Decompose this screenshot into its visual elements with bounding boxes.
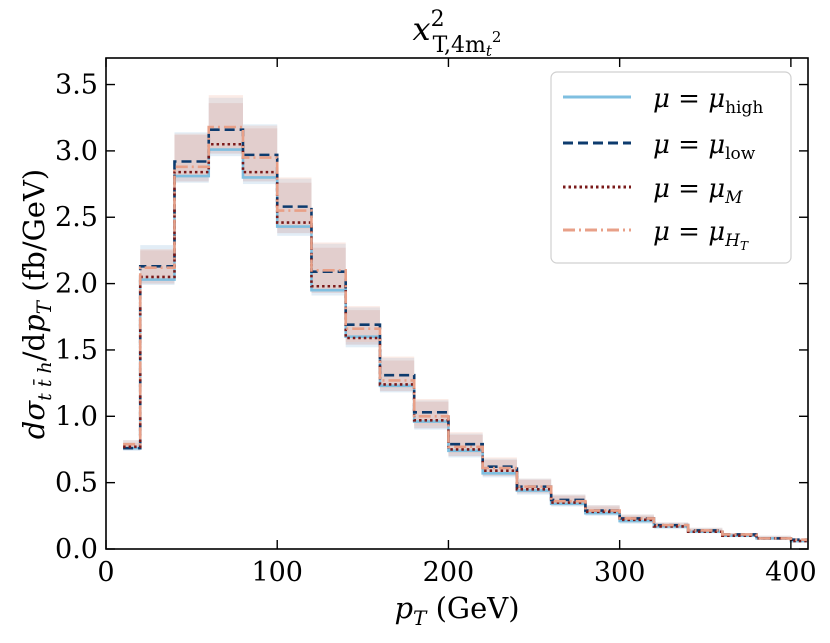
y-tick-label-6: 3.0	[55, 136, 98, 167]
legend-entry-low: μ = μlow	[653, 130, 756, 164]
legend: μ = μhigh μ = μlow μ = μM μ = μHT	[550, 71, 792, 264]
band-0-bin-9	[414, 400, 449, 430]
title-sub-sub: t	[486, 42, 493, 60]
legend-label-low: μ = μ	[653, 130, 725, 160]
band-0-bin-2	[174, 132, 209, 183]
y-tick-label-0: 0.0	[55, 534, 98, 565]
legend-label-ht: μ = μ	[653, 217, 725, 247]
legend-entry-ht: μ = μHT	[653, 217, 749, 253]
legend-entry-high: μ = μhigh	[653, 84, 763, 118]
legend-sub-ht: H	[724, 231, 741, 251]
plot-frame	[105, 57, 809, 550]
band-2-bin-4	[242, 125, 278, 179]
y-label-p: p	[17, 314, 51, 333]
band-1-bin-0	[123, 442, 141, 450]
x-label-unit: (GeV)	[426, 591, 519, 625]
band-1-bin-5	[277, 182, 312, 234]
band-1-bin-7	[345, 310, 380, 345]
title-sub-sup: 2	[492, 28, 502, 46]
y-tick-label-5: 2.5	[55, 202, 98, 233]
band-1-bin-3	[208, 103, 243, 154]
x-tick-label-3: 300	[594, 557, 646, 588]
band-2-bin-3	[208, 95, 243, 151]
title-sub: T,4m	[433, 33, 486, 58]
band-0-bin-0	[123, 440, 141, 451]
band-2-bin-2	[174, 133, 209, 178]
band-2-bin-1	[140, 249, 175, 281]
title-sup: 2	[431, 7, 445, 32]
legend-sub-m: M	[724, 188, 743, 208]
x-label-var: p	[394, 591, 413, 625]
legend-subsub-ht: T	[740, 239, 749, 253]
series-line-3	[123, 125, 808, 542]
y-tick-label-7: 3.5	[55, 70, 98, 101]
band-0-bin-7	[345, 307, 380, 348]
band-2-bin-5	[277, 177, 312, 230]
legend-swatches	[563, 95, 631, 232]
legend-entry-m: μ = μM	[653, 174, 743, 208]
legend-label-high: μ = μ	[653, 84, 725, 114]
band-2-bin-6	[311, 242, 346, 291]
band-1-bin-2	[174, 134, 209, 182]
chart-title: x2 T,4mt2	[413, 7, 502, 60]
band-2-bin-10	[448, 432, 483, 454]
band-0-bin-1	[140, 245, 175, 285]
y-label-slash: /d	[17, 333, 51, 361]
series-lines	[123, 125, 808, 543]
legend-box	[550, 71, 792, 264]
y-tick-label-1: 0.5	[55, 468, 98, 499]
x-axis-label: pT (GeV)	[394, 591, 519, 630]
y-label-d-sub: t t̄ h	[32, 361, 56, 401]
y-label-p-sub: T	[32, 299, 56, 314]
y-tick-label-2: 1.0	[55, 401, 98, 432]
x-label-sub: T	[413, 606, 428, 630]
legend-label-m: μ = μ	[653, 174, 725, 204]
band-1-bin-9	[414, 401, 449, 429]
axis-ticks: 0 100 200 300 400 0.0 0.5 1.0 1.5 2.0 2.5 3.0 3.5	[55, 58, 817, 588]
y-tick-label-4: 2.0	[55, 269, 98, 300]
y-label-d: dσ	[17, 400, 51, 440]
series-line-2	[123, 142, 808, 543]
band-2-bin-8	[379, 356, 415, 389]
x-tick-label-2: 200	[423, 557, 475, 588]
y-label-unit: (fb/GeV)	[17, 169, 51, 301]
x-tick-label-1: 100	[251, 557, 303, 588]
x-tick-label-4: 400	[765, 557, 817, 588]
series-line-1	[123, 128, 808, 542]
y-axis-label: dσt t̄ h/dpT (fb/GeV)	[17, 169, 56, 439]
y-tick-label-3: 1.5	[55, 335, 98, 366]
legend-sub-low: low	[725, 144, 756, 164]
x-tick-label-0: 0	[97, 557, 114, 588]
legend-sub-high: high	[725, 98, 763, 118]
title-base: x	[413, 10, 431, 48]
